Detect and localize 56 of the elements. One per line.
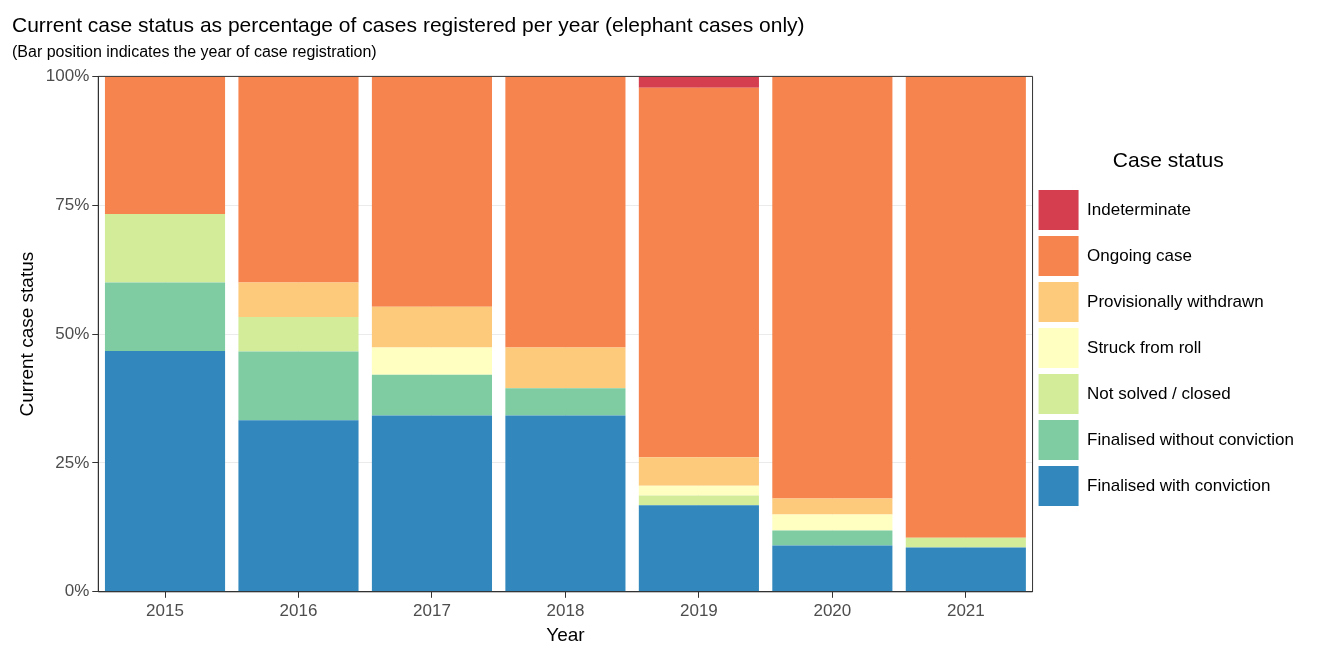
bar	[104, 282, 226, 352]
chart-title: Current case status as percentage of cases registered per year (elephant cases only)	[12, 13, 805, 37]
chart-subtitle: (Bar position indicates the year of case registration)	[12, 43, 377, 61]
x-tick-label: 2015	[146, 600, 184, 620]
bar	[238, 76, 359, 283]
bar	[238, 282, 359, 318]
bar	[371, 306, 493, 348]
bar	[638, 76, 759, 88]
legend-label: Finalised without conviction	[1087, 429, 1295, 449]
bar	[505, 76, 626, 348]
bar	[505, 347, 626, 389]
legend-title: Case status	[1112, 148, 1224, 172]
bar	[905, 76, 1026, 538]
bar	[638, 495, 759, 506]
bar	[638, 87, 759, 458]
bar	[505, 415, 626, 592]
y-tick-label: 100%	[45, 66, 90, 86]
bar	[238, 420, 359, 592]
bar	[772, 76, 893, 499]
x-tick-label: 2017	[413, 600, 451, 620]
x-tick-label: 2019	[679, 600, 718, 620]
legend-label: Finalised with conviction	[1087, 475, 1271, 495]
bar	[104, 351, 226, 592]
bar	[371, 415, 493, 592]
x-tick-label: 2018	[546, 600, 585, 620]
x-tick-label: 2016	[279, 600, 318, 620]
bar	[772, 514, 893, 531]
legend-label: Indeterminate	[1087, 199, 1192, 219]
bar	[772, 498, 893, 515]
x-tick-label: 2020	[813, 600, 852, 620]
bar	[772, 545, 893, 592]
legend-label: Struck from roll	[1087, 337, 1202, 357]
x-tick-label: 2021	[946, 600, 985, 620]
y-tick-label: 50%	[55, 323, 90, 343]
bar	[505, 388, 626, 416]
bar	[772, 530, 893, 546]
bar	[238, 317, 359, 352]
legend-label: Provisionally withdrawn	[1087, 291, 1264, 311]
bar	[905, 537, 1026, 548]
legend-label: Not solved / closed	[1087, 383, 1231, 403]
bar	[905, 547, 1026, 592]
bar	[638, 505, 759, 592]
bar	[638, 457, 759, 486]
y-axis-title: Current case status	[15, 251, 37, 417]
bar	[638, 485, 759, 496]
bar	[371, 76, 493, 307]
legend-label: Ongoing case	[1087, 245, 1192, 265]
bar	[238, 351, 359, 421]
bar	[371, 374, 493, 416]
bar	[104, 76, 226, 215]
bar	[104, 214, 226, 283]
y-tick-label: 25%	[55, 452, 90, 472]
bar	[371, 347, 493, 375]
x-axis-title: Year	[546, 623, 586, 645]
y-tick-label: 75%	[55, 194, 90, 214]
y-tick-label: 0%	[64, 581, 90, 601]
